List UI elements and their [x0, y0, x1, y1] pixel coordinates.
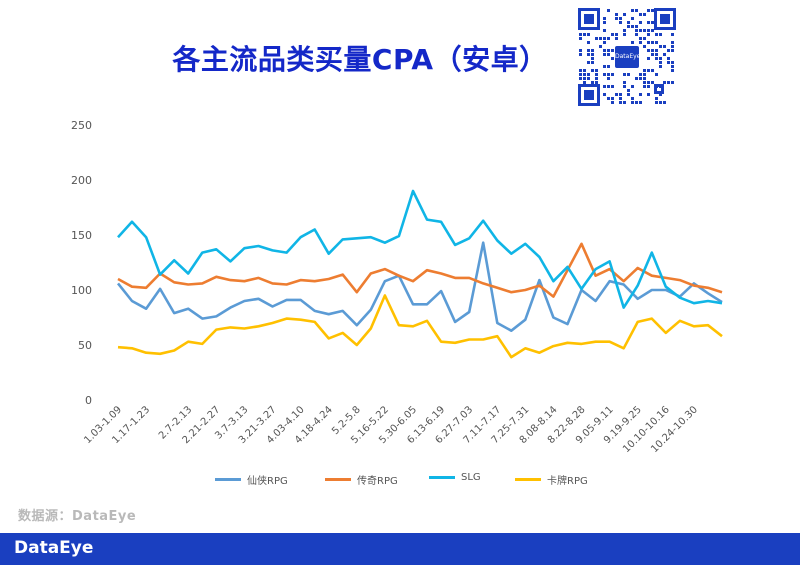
series-line-3 — [117, 294, 723, 359]
footer-logo: DataEye — [14, 538, 94, 558]
y-tick-label: 50 — [78, 339, 92, 352]
qr-brand-logo: DataEye — [615, 46, 640, 68]
series-line-1 — [117, 242, 723, 298]
legend: 仙侠RPG 传奇RPG SLG 卡牌RPG — [215, 472, 635, 488]
series-line-2 — [117, 189, 723, 309]
y-axis: 0 50 100 150 200 250 — [71, 119, 92, 407]
y-tick-label: 100 — [71, 284, 92, 297]
legend-item: 卡牌RPG — [515, 472, 588, 487]
legend-swatch — [325, 478, 351, 481]
series-line-0 — [116, 241, 723, 333]
legend-item: 传奇RPG — [325, 472, 398, 487]
legend-item: SLG — [429, 472, 481, 483]
qr-code-pattern — [578, 8, 676, 106]
chart-title: 各主流品类买量CPA（安卓） — [172, 43, 548, 76]
series-lines — [116, 189, 723, 359]
data-source: 数据源：DataEye — [18, 509, 137, 524]
y-tick-label: 150 — [71, 229, 92, 242]
qr-code[interactable]: DataEye — [578, 8, 676, 106]
legend-label: 仙侠RPG — [247, 476, 288, 487]
legend-swatch — [215, 478, 241, 481]
legend-swatch — [515, 478, 541, 481]
footer-bar: DataEye — [0, 533, 800, 565]
legend-swatch — [429, 476, 455, 479]
legend-label: 卡牌RPG — [547, 476, 588, 487]
y-tick-label: 250 — [71, 119, 92, 132]
y-tick-label: 200 — [71, 174, 92, 187]
y-tick-label: 0 — [85, 394, 92, 407]
legend-label: SLG — [461, 472, 481, 483]
legend-item: 仙侠RPG — [215, 472, 288, 487]
x-axis: 1.03-1.091.17-1.23 2.7-2.132.21-2.273.7-3… — [82, 404, 700, 455]
legend-label: 传奇RPG — [357, 476, 398, 487]
